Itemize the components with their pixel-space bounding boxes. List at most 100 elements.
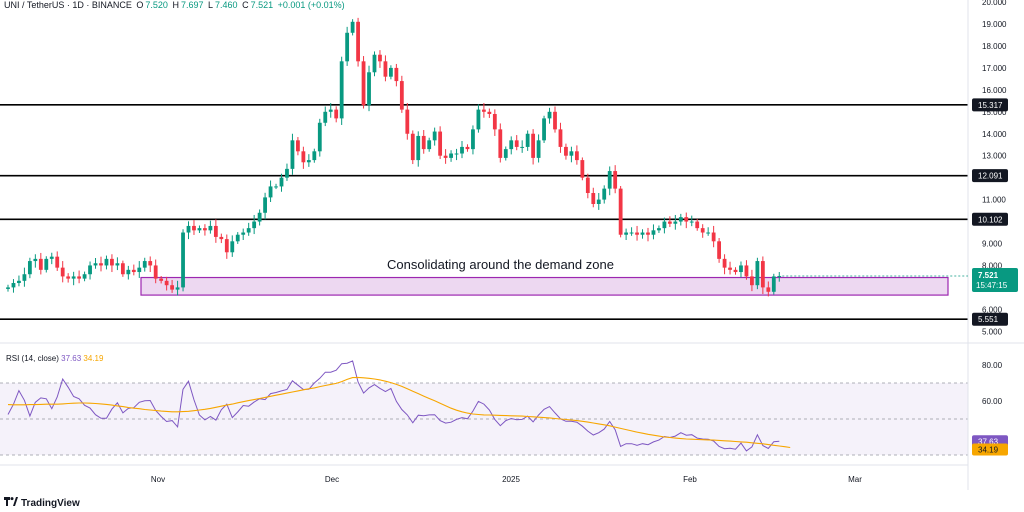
candle-body[interactable] xyxy=(361,61,366,106)
candle-body[interactable] xyxy=(290,140,295,169)
candle-body[interactable] xyxy=(405,109,410,134)
candle-body[interactable] xyxy=(55,256,60,268)
candle-body[interactable] xyxy=(471,129,475,150)
candle-body[interactable] xyxy=(744,265,749,277)
candle-body[interactable] xyxy=(38,258,43,270)
candle-body[interactable] xyxy=(646,232,650,235)
candle-body[interactable] xyxy=(126,269,131,275)
candle-body[interactable] xyxy=(722,258,727,268)
demand-zone-box[interactable] xyxy=(140,276,949,296)
candle-body[interactable] xyxy=(378,54,382,62)
candle-body[interactable] xyxy=(148,261,153,266)
candle-body[interactable] xyxy=(27,261,32,275)
candle-body[interactable] xyxy=(356,21,360,62)
candle-body[interactable] xyxy=(438,131,443,156)
candle-body[interactable] xyxy=(203,228,207,231)
candle-body[interactable] xyxy=(22,274,27,281)
candle-body[interactable] xyxy=(33,258,38,262)
candle-body[interactable] xyxy=(389,67,393,77)
candle-body[interactable] xyxy=(613,171,618,189)
candle-body[interactable] xyxy=(312,151,317,161)
candle-body[interactable] xyxy=(531,133,536,158)
candle-body[interactable] xyxy=(339,61,344,119)
candle-body[interactable] xyxy=(66,276,71,279)
candle-body[interactable] xyxy=(399,81,404,110)
candle-body[interactable] xyxy=(476,109,481,130)
candlesticks[interactable] xyxy=(6,17,782,297)
candle-body[interactable] xyxy=(263,197,267,213)
candle-body[interactable] xyxy=(525,133,530,147)
candle-body[interactable] xyxy=(82,274,87,279)
candle-body[interactable] xyxy=(547,111,552,119)
candle-body[interactable] xyxy=(678,217,683,222)
candle-body[interactable] xyxy=(432,131,437,141)
candle-body[interactable] xyxy=(159,278,164,281)
candle-body[interactable] xyxy=(142,261,147,268)
candle-body[interactable] xyxy=(219,236,224,240)
candle-body[interactable] xyxy=(93,263,98,266)
candle-body[interactable] xyxy=(574,151,579,161)
candle-body[interactable] xyxy=(416,135,421,161)
candle-body[interactable] xyxy=(481,109,486,112)
candle-body[interactable] xyxy=(410,133,415,161)
candle-body[interactable] xyxy=(257,212,262,222)
candle-body[interactable] xyxy=(192,225,196,231)
candle-body[interactable] xyxy=(301,151,306,163)
candle-body[interactable] xyxy=(509,140,514,150)
candle-body[interactable] xyxy=(328,109,333,112)
symbol-name[interactable]: UNI / TetherUS · 1D · BINANCE xyxy=(4,0,132,10)
candle-body[interactable] xyxy=(268,186,273,198)
candle-body[interactable] xyxy=(684,217,689,222)
candle-body[interactable] xyxy=(465,146,470,150)
candle-body[interactable] xyxy=(372,54,377,73)
candle-body[interactable] xyxy=(252,221,257,229)
candle-body[interactable] xyxy=(153,265,158,279)
candle-body[interactable] xyxy=(667,221,672,224)
tradingview-logo[interactable]: TradingView xyxy=(4,497,80,509)
candle-body[interactable] xyxy=(44,258,49,270)
candle-body[interactable] xyxy=(345,32,350,62)
candle-body[interactable] xyxy=(739,265,743,273)
candle-body[interactable] xyxy=(137,267,142,273)
candle-body[interactable] xyxy=(285,168,289,178)
demand-zone[interactable] xyxy=(140,276,949,296)
candle-body[interactable] xyxy=(711,232,716,242)
candle-body[interactable] xyxy=(175,287,180,290)
candle-body[interactable] xyxy=(246,228,251,233)
candle-body[interactable] xyxy=(635,232,639,235)
candle-body[interactable] xyxy=(131,269,136,273)
candle-body[interactable] xyxy=(487,111,492,114)
candle-body[interactable] xyxy=(542,118,546,141)
candle-body[interactable] xyxy=(728,267,732,270)
candle-body[interactable] xyxy=(492,113,497,130)
candle-body[interactable] xyxy=(110,258,114,266)
candle-body[interactable] xyxy=(618,188,623,235)
candle-body[interactable] xyxy=(334,109,339,119)
candle-body[interactable] xyxy=(323,111,328,123)
candle-body[interactable] xyxy=(640,232,645,235)
candle-body[interactable] xyxy=(230,241,235,253)
candle-body[interactable] xyxy=(71,276,76,279)
candle-body[interactable] xyxy=(449,153,453,158)
candle-body[interactable] xyxy=(695,221,700,229)
candle-body[interactable] xyxy=(317,122,322,152)
candle-body[interactable] xyxy=(170,285,174,290)
candle-body[interactable] xyxy=(427,140,432,150)
candle-body[interactable] xyxy=(503,149,508,158)
candle-body[interactable] xyxy=(164,280,169,286)
candle-body[interactable] xyxy=(607,171,612,189)
candle-body[interactable] xyxy=(596,199,601,204)
candle-body[interactable] xyxy=(241,232,246,235)
candle-body[interactable] xyxy=(460,146,464,154)
rsi-lines[interactable] xyxy=(7,360,791,452)
candle-body[interactable] xyxy=(186,225,191,233)
candle-body[interactable] xyxy=(296,140,300,152)
candle-body[interactable] xyxy=(700,228,705,233)
candle-body[interactable] xyxy=(367,72,371,106)
rsi-ma-line[interactable] xyxy=(7,376,791,449)
candle-body[interactable] xyxy=(591,193,596,204)
candle-body[interactable] xyxy=(235,234,240,242)
candle-body[interactable] xyxy=(49,256,54,259)
candle-body[interactable] xyxy=(120,263,125,275)
candle-body[interactable] xyxy=(383,61,388,77)
